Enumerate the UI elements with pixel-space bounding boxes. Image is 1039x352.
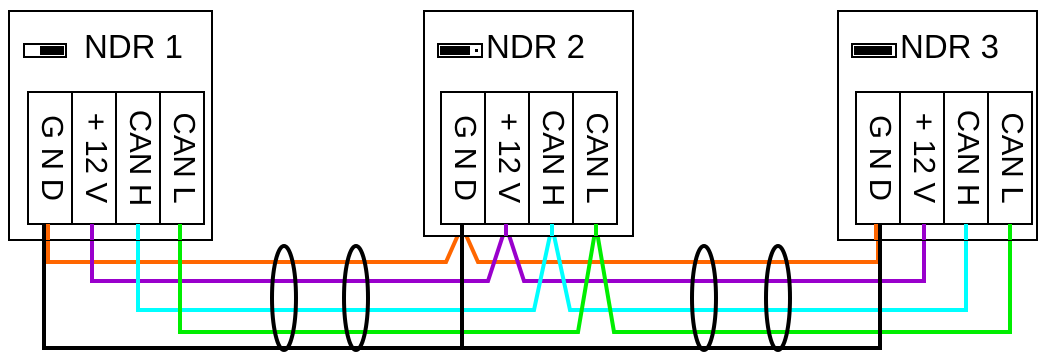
dip-switch-icon	[851, 43, 897, 58]
terminal-canl: CAN L	[995, 112, 1030, 203]
terminal-gnd: G N D	[35, 115, 70, 201]
terminal-12v: + 12 V	[79, 113, 114, 204]
ferrite-ring-icon	[690, 244, 718, 352]
dip-switch-icon	[437, 43, 483, 58]
terminal-canh: CAN H	[536, 110, 571, 206]
terminal-12v: + 12 V	[492, 113, 527, 204]
node-title: NDR 2	[486, 28, 585, 65]
node-ndr-2: NDR 2 G N D + 12 V CAN H CAN L	[423, 10, 634, 237]
terminal-canh: CAN H	[123, 110, 158, 206]
ferrite-rings	[270, 244, 792, 352]
wire-bundle	[42, 219, 1012, 350]
node-title: NDR 3	[900, 28, 999, 65]
terminal-gnd: G N D	[863, 115, 898, 201]
ferrite-ring-icon	[270, 244, 298, 352]
node-ndr-1: NDR 1 G N D + 12 V CAN H CAN L	[8, 10, 213, 241]
terminal-canl: CAN L	[167, 112, 202, 203]
ferrite-ring-icon	[342, 244, 370, 352]
terminal-canh: CAN H	[951, 110, 986, 206]
terminal-canl: CAN L	[580, 112, 615, 203]
node-ndr-3: NDR 3 G N D + 12 V CAN H CAN L	[837, 10, 1038, 241]
dip-switch-icon	[23, 43, 67, 58]
node-title: NDR 1	[84, 28, 183, 65]
terminal-12v: + 12 V	[907, 113, 942, 204]
terminal-gnd: G N D	[448, 115, 483, 201]
ferrite-ring-icon	[764, 244, 792, 352]
wire-drops	[42, 224, 1012, 240]
